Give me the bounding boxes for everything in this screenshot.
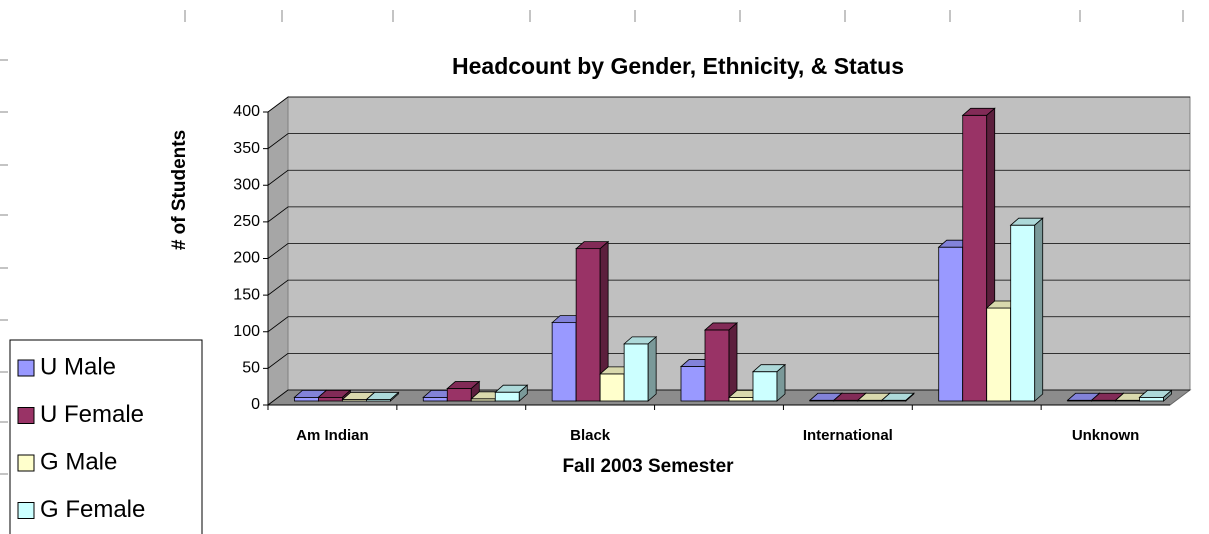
- grid-line: [267, 352, 1190, 369]
- y-tick-label: 100: [233, 323, 260, 340]
- bar-front: [551, 322, 577, 402]
- bar-front: [422, 396, 448, 402]
- bar: [446, 380, 481, 402]
- grid-line: [267, 243, 1190, 259]
- legend-swatch: [17, 454, 35, 472]
- bar-front: [986, 307, 1012, 402]
- grid-line: [267, 169, 1190, 186]
- bar-front: [728, 396, 754, 402]
- bar: [494, 384, 529, 402]
- bar-front: [494, 391, 520, 402]
- bar-side: [647, 335, 657, 402]
- bar-front: [446, 388, 472, 402]
- y-tick-label: 350: [233, 140, 260, 157]
- legend-label: G Female: [40, 496, 145, 523]
- chart-title: Headcount by Gender, Ethnicity, & Status: [452, 53, 904, 79]
- bar: [880, 392, 915, 402]
- grid-line: [267, 96, 1190, 113]
- bar-side: [390, 391, 399, 402]
- y-tick-label: 400: [233, 103, 260, 120]
- y-tick-label: 50: [242, 360, 260, 377]
- legend-swatch: [17, 407, 35, 424]
- bar-front: [962, 114, 988, 402]
- bar-side: [518, 384, 528, 402]
- y-axis-title: # of Students: [169, 130, 190, 250]
- bar-side: [728, 322, 738, 402]
- bar-front: [575, 248, 601, 402]
- y-tick-label: 150: [233, 286, 260, 303]
- x-tick-label: Unknown: [1072, 427, 1140, 444]
- grid-line: [267, 316, 1190, 333]
- bar-side: [1034, 217, 1044, 402]
- bar: [1009, 217, 1044, 402]
- grid-line: [267, 133, 1190, 149]
- bar-front: [704, 329, 730, 402]
- legend-label: U Male: [40, 353, 116, 380]
- grid-line: [267, 206, 1190, 223]
- grid-line: [267, 389, 1190, 406]
- bar-front: [623, 343, 649, 402]
- legend-swatch: [17, 359, 35, 377]
- legend-label: U Female: [40, 401, 144, 428]
- bar-side: [905, 392, 915, 402]
- bar-front: [318, 396, 343, 402]
- bar: [751, 363, 787, 402]
- bar: [365, 391, 400, 402]
- legend-swatch: [17, 502, 35, 519]
- bar: [1138, 389, 1173, 402]
- x-axis-title: Fall 2003 Semester: [562, 456, 734, 477]
- bar-front: [680, 366, 706, 402]
- y-tick-label: 200: [233, 250, 260, 267]
- bar-front: [599, 373, 625, 402]
- legend-box: [9, 339, 203, 534]
- bar-front: [294, 396, 319, 402]
- bar-front: [752, 371, 778, 402]
- bar-front: [1139, 396, 1164, 402]
- grid-line: [267, 279, 1190, 296]
- x-tick-label: Black: [570, 427, 611, 444]
- bar-front: [938, 246, 964, 402]
- y-tick-label: 250: [233, 213, 260, 230]
- y-tick-label: 0: [251, 396, 260, 413]
- x-tick-label: International: [803, 427, 893, 444]
- bar: [623, 335, 658, 402]
- bar-front: [1010, 224, 1036, 402]
- bar-side: [776, 363, 786, 402]
- bar: [703, 322, 739, 402]
- x-tick-label: Am Indian: [296, 427, 369, 444]
- bar-side: [1163, 389, 1172, 402]
- legend-label: G Male: [40, 448, 117, 475]
- y-tick-label: 300: [233, 176, 260, 193]
